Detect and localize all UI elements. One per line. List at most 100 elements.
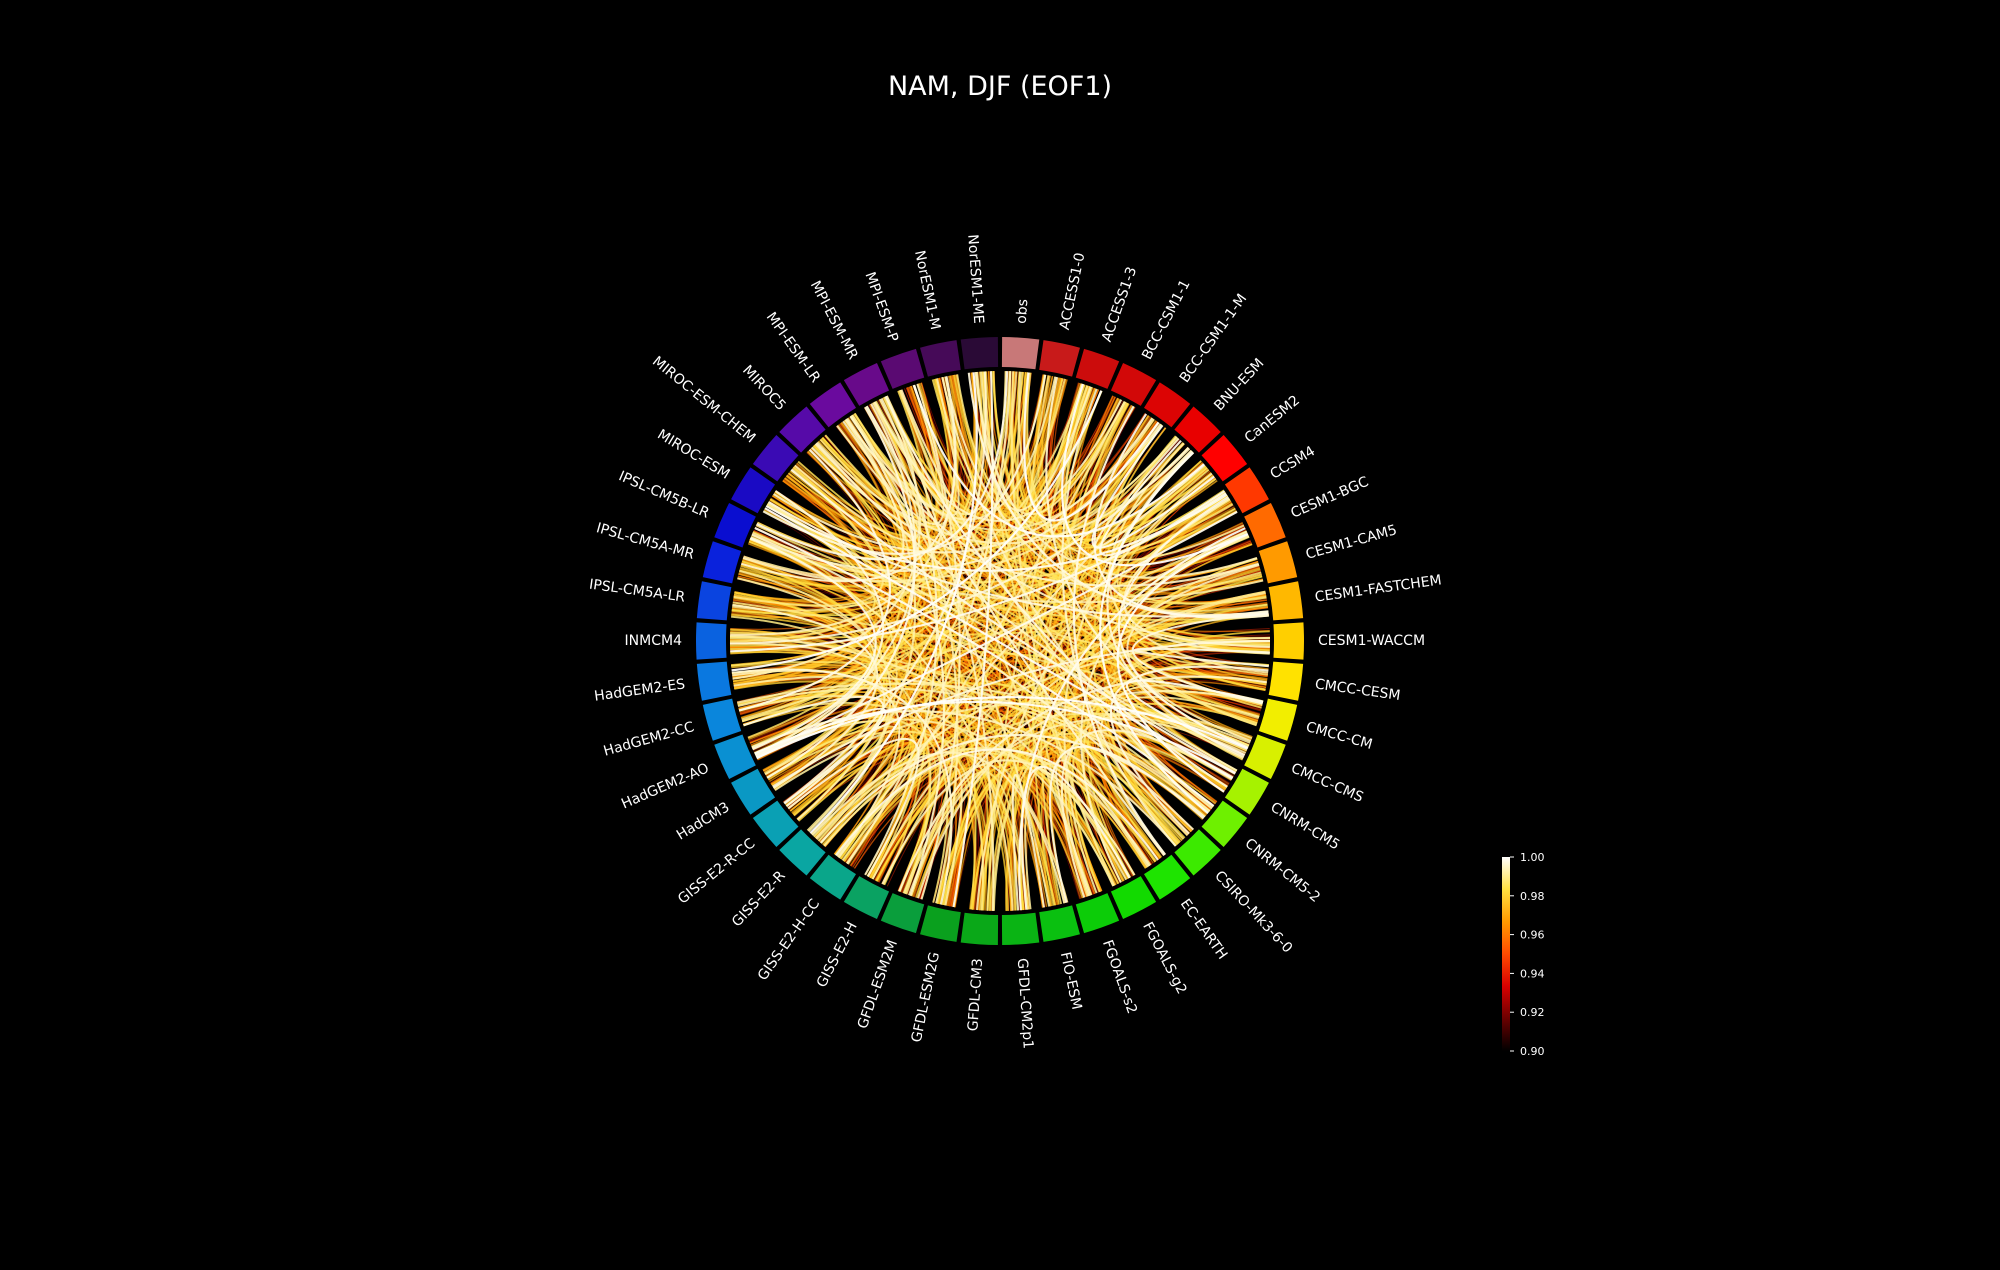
chord-link xyxy=(835,748,1159,861)
chord-link xyxy=(865,405,1166,857)
chord-link xyxy=(764,725,919,880)
node-label: CESM1-FASTCHEM xyxy=(1314,572,1443,605)
node-label: BCC-CSM1-1 xyxy=(1139,277,1193,362)
node-arc xyxy=(1258,541,1298,584)
node-arc xyxy=(1224,467,1269,514)
node-arc xyxy=(702,698,742,741)
node-label: CESM1-WACCM xyxy=(1318,633,1425,649)
node-arc xyxy=(1001,912,1040,945)
chord-link xyxy=(740,376,957,583)
chord-link xyxy=(754,403,917,756)
node-label: GFDL-ESM2M xyxy=(855,938,901,1031)
node-label: IPSL-CM5A-LR xyxy=(588,577,686,606)
chord-link xyxy=(762,374,1047,555)
node-label: NorESM1-M xyxy=(911,249,943,331)
chord-link xyxy=(1061,383,1249,567)
chord-link xyxy=(1064,385,1257,727)
chord-link xyxy=(732,603,879,789)
node-arcs xyxy=(696,337,1304,945)
chord-link xyxy=(979,557,1258,911)
chord-link xyxy=(1116,533,1249,793)
node-arc xyxy=(1273,622,1304,660)
chord-link xyxy=(1133,647,1270,668)
chord-link xyxy=(1055,759,1151,896)
node-label: INMCM4 xyxy=(625,633,683,649)
node-arc xyxy=(1143,854,1191,900)
chord-link xyxy=(834,466,1208,856)
node-label: CESM1-BGC xyxy=(1289,474,1372,522)
node-arc xyxy=(1039,905,1080,942)
chord-link xyxy=(756,696,1248,760)
chord-link xyxy=(1041,375,1258,580)
chord-link xyxy=(883,751,1178,885)
node-label: MPI-ESM-P xyxy=(862,270,902,344)
chord-links xyxy=(729,371,1271,911)
node-arc xyxy=(714,503,756,548)
node-arc xyxy=(1075,893,1120,934)
chord-link xyxy=(737,687,1209,814)
chord-link xyxy=(1072,405,1167,856)
chord-link xyxy=(743,507,1236,727)
chord-link xyxy=(731,615,932,895)
node-arc xyxy=(809,854,857,900)
node-arc xyxy=(809,382,857,428)
node-label: CNRM-CM5-2 xyxy=(1242,835,1323,905)
colorbar-tick-label: 1.00 xyxy=(1520,851,1545,864)
node-label: ACCESS1-3 xyxy=(1099,265,1140,344)
node-label: IPSL-CM5A-MR xyxy=(594,520,696,563)
chord-link xyxy=(1023,372,1160,522)
node-arc xyxy=(920,340,961,377)
chord-link xyxy=(797,460,1260,718)
node-arc xyxy=(779,829,826,876)
chord-link xyxy=(1011,773,1046,911)
chord-link xyxy=(885,395,995,911)
chord-link xyxy=(881,759,1136,885)
node-arc xyxy=(960,337,999,370)
chord-link xyxy=(1093,413,1269,618)
node-arc xyxy=(1110,876,1157,919)
node-label: GISS-E2-H-CC xyxy=(755,896,823,984)
node-label: MPI-ESM-LR xyxy=(763,310,824,387)
chord-link xyxy=(1125,679,1264,757)
node-label: NorESM1-ME xyxy=(964,234,986,324)
node-label: CanESM2 xyxy=(1242,392,1303,446)
node-label: ACCESS1-0 xyxy=(1057,251,1089,331)
colorbar: 1.00 0.98 0.96 0.94 0.92 0.90 xyxy=(1502,851,1545,1058)
chord-link xyxy=(766,406,916,779)
chord-link xyxy=(731,390,1103,672)
chord-link xyxy=(1098,730,1211,836)
chord-link xyxy=(809,372,978,834)
colorbar-ticks: 1.00 0.98 0.96 0.94 0.92 0.90 xyxy=(1510,851,1545,1058)
node-arc xyxy=(1174,829,1221,876)
chord-link xyxy=(1017,371,1245,562)
node-label: CNRM-CM5 xyxy=(1268,799,1343,853)
chord-link xyxy=(774,490,1057,906)
chord-link xyxy=(992,711,1253,911)
chord-link xyxy=(729,446,1190,645)
node-label: CESM1-CAM5 xyxy=(1304,522,1399,563)
colorbar-tick-label: 0.90 xyxy=(1520,1045,1545,1058)
node-arc xyxy=(731,768,776,815)
node-label: CMCC-CESM xyxy=(1314,676,1401,704)
node-label: CMCC-CMS xyxy=(1289,760,1366,805)
node-arc xyxy=(1244,734,1286,779)
chord-link xyxy=(872,402,959,904)
chord-link xyxy=(1008,371,1159,861)
chord-link xyxy=(1061,388,1177,847)
chord-link xyxy=(1131,611,1269,705)
chord-link xyxy=(749,537,877,751)
node-arc xyxy=(714,734,756,779)
chord-link xyxy=(811,751,1066,904)
node-label: FGOALS-g2 xyxy=(1139,920,1189,997)
chord-link xyxy=(952,374,1062,510)
chord-link xyxy=(740,565,1024,911)
node-label: CCSM4 xyxy=(1268,443,1319,482)
node-label: FGOALS-s2 xyxy=(1099,938,1140,1016)
node-label: CMCC-CM xyxy=(1304,719,1374,753)
node-arc xyxy=(1224,768,1269,815)
chord-link xyxy=(731,668,953,905)
colorbar-tick-label: 0.98 xyxy=(1520,890,1545,903)
chord-link xyxy=(864,398,938,876)
node-label: GISS-E2-H xyxy=(814,920,861,991)
colorbar-tick-label: 0.94 xyxy=(1520,967,1545,980)
